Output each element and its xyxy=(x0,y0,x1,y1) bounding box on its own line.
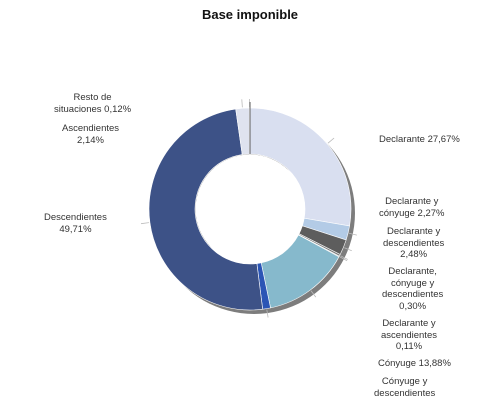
label-conyuge-y-descendientes: Cónyuge y descendientes xyxy=(374,376,436,399)
label-declarante-y-ascendientes: Declarante y ascendientes 0,11% xyxy=(381,318,437,352)
slice-declarante[interactable] xyxy=(249,107,352,227)
leader-line xyxy=(344,247,352,252)
leader-line xyxy=(339,256,348,262)
leader-line xyxy=(348,232,357,236)
chart-title: Base imponible xyxy=(201,7,299,22)
label-ascendientes: Ascendientes 2,14% xyxy=(62,123,120,146)
leader-line xyxy=(266,309,269,318)
leader-line xyxy=(241,99,243,108)
label-declarante: Declarante 27,67% xyxy=(379,134,460,145)
leader-line xyxy=(340,255,348,260)
label-declarante-y-descendientes: Declarante y descendientes 2,48% xyxy=(383,226,445,260)
leader-line xyxy=(140,222,149,225)
slice-descendientes[interactable] xyxy=(148,108,264,311)
label-descendientes: Descendientes 49,71% xyxy=(44,212,107,235)
label-conyuge: Cónyuge 13,88% xyxy=(378,358,451,369)
leader-line xyxy=(327,137,335,144)
label-resto-de-situaciones: Resto de situaciones 0,12% xyxy=(54,92,132,115)
donut-hole xyxy=(195,154,305,264)
label-declarante-y-conyuge: Declarante y cónyuge 2,27% xyxy=(379,196,445,219)
label-declarante-conyuge-descendientes: Declarante, cónyuge y descendientes 0,30… xyxy=(382,266,444,312)
leader-line xyxy=(310,290,317,298)
